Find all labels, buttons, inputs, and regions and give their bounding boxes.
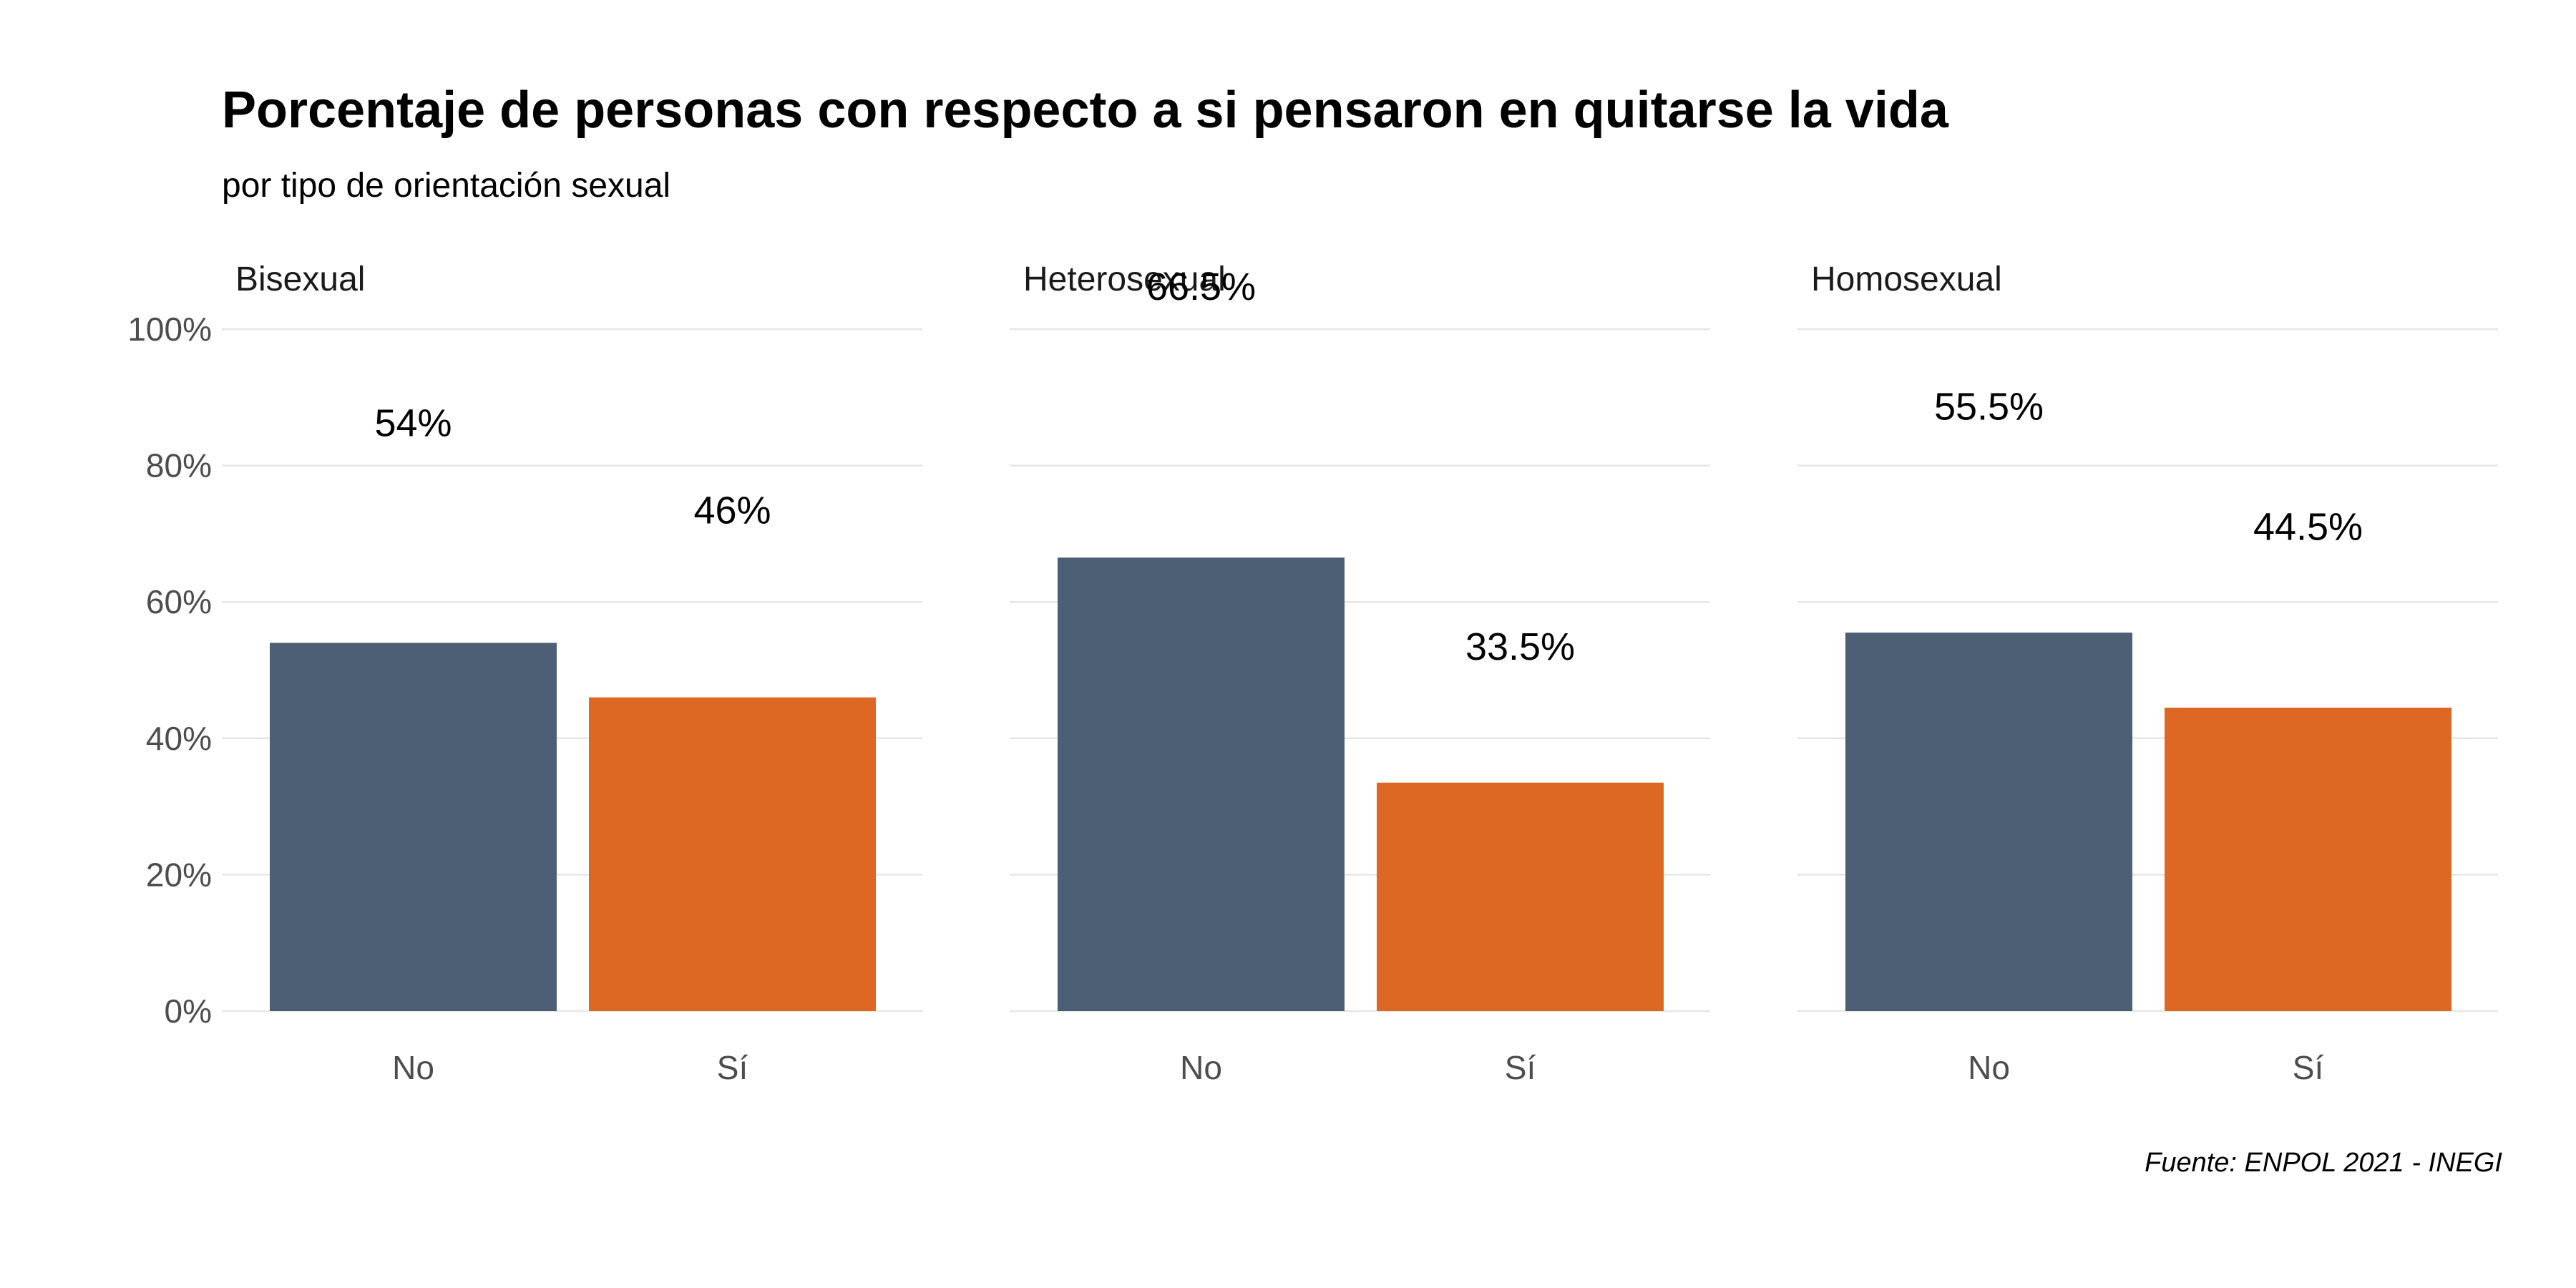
facet-label: Bisexual	[235, 260, 365, 298]
data-label: 66.5%	[1146, 265, 1256, 308]
y-tick-label: 40%	[146, 720, 212, 757]
y-tick-label: 20%	[146, 856, 212, 893]
y-tick-label: 100%	[127, 311, 212, 348]
data-label: 44.5%	[2253, 505, 2363, 548]
data-label: 33.5%	[1465, 625, 1575, 668]
data-label: 46%	[693, 489, 771, 532]
x-tick-label: No	[1968, 1049, 2010, 1086]
plot-area: 0% 20% 40% 60% 80% 100% Bisexual 54% No 46% Sí Hete…	[127, 260, 2498, 1086]
data-label: 54%	[374, 402, 452, 445]
y-tick-label: 0%	[165, 992, 212, 1030]
data-label: 55.5%	[1934, 386, 2044, 429]
x-tick-label: No	[392, 1049, 434, 1086]
bar-si	[1377, 782, 1664, 1011]
bar-no	[270, 643, 557, 1011]
facet-label: Homosexual	[1811, 260, 2002, 298]
facet-label: Heterosexual	[1023, 260, 1226, 298]
bar-si	[2165, 707, 2451, 1011]
x-tick-label: No	[1180, 1049, 1222, 1086]
bar-si	[589, 697, 876, 1011]
chart-caption: Fuente: ENPOL 2021 - INEGI	[2145, 1148, 2502, 1178]
chart-subtitle: por tipo de orientación sexual	[222, 167, 670, 205]
bar-no	[1058, 557, 1345, 1011]
bar-no	[1845, 633, 2132, 1011]
chart-title: Porcentaje de personas con respecto a si…	[222, 82, 1949, 139]
x-tick-label: Sí	[717, 1049, 748, 1086]
x-tick-label: Sí	[2293, 1049, 2324, 1086]
x-tick-label: Sí	[1505, 1049, 1536, 1086]
y-tick-label: 80%	[146, 447, 212, 484]
y-tick-label: 60%	[146, 583, 212, 620]
